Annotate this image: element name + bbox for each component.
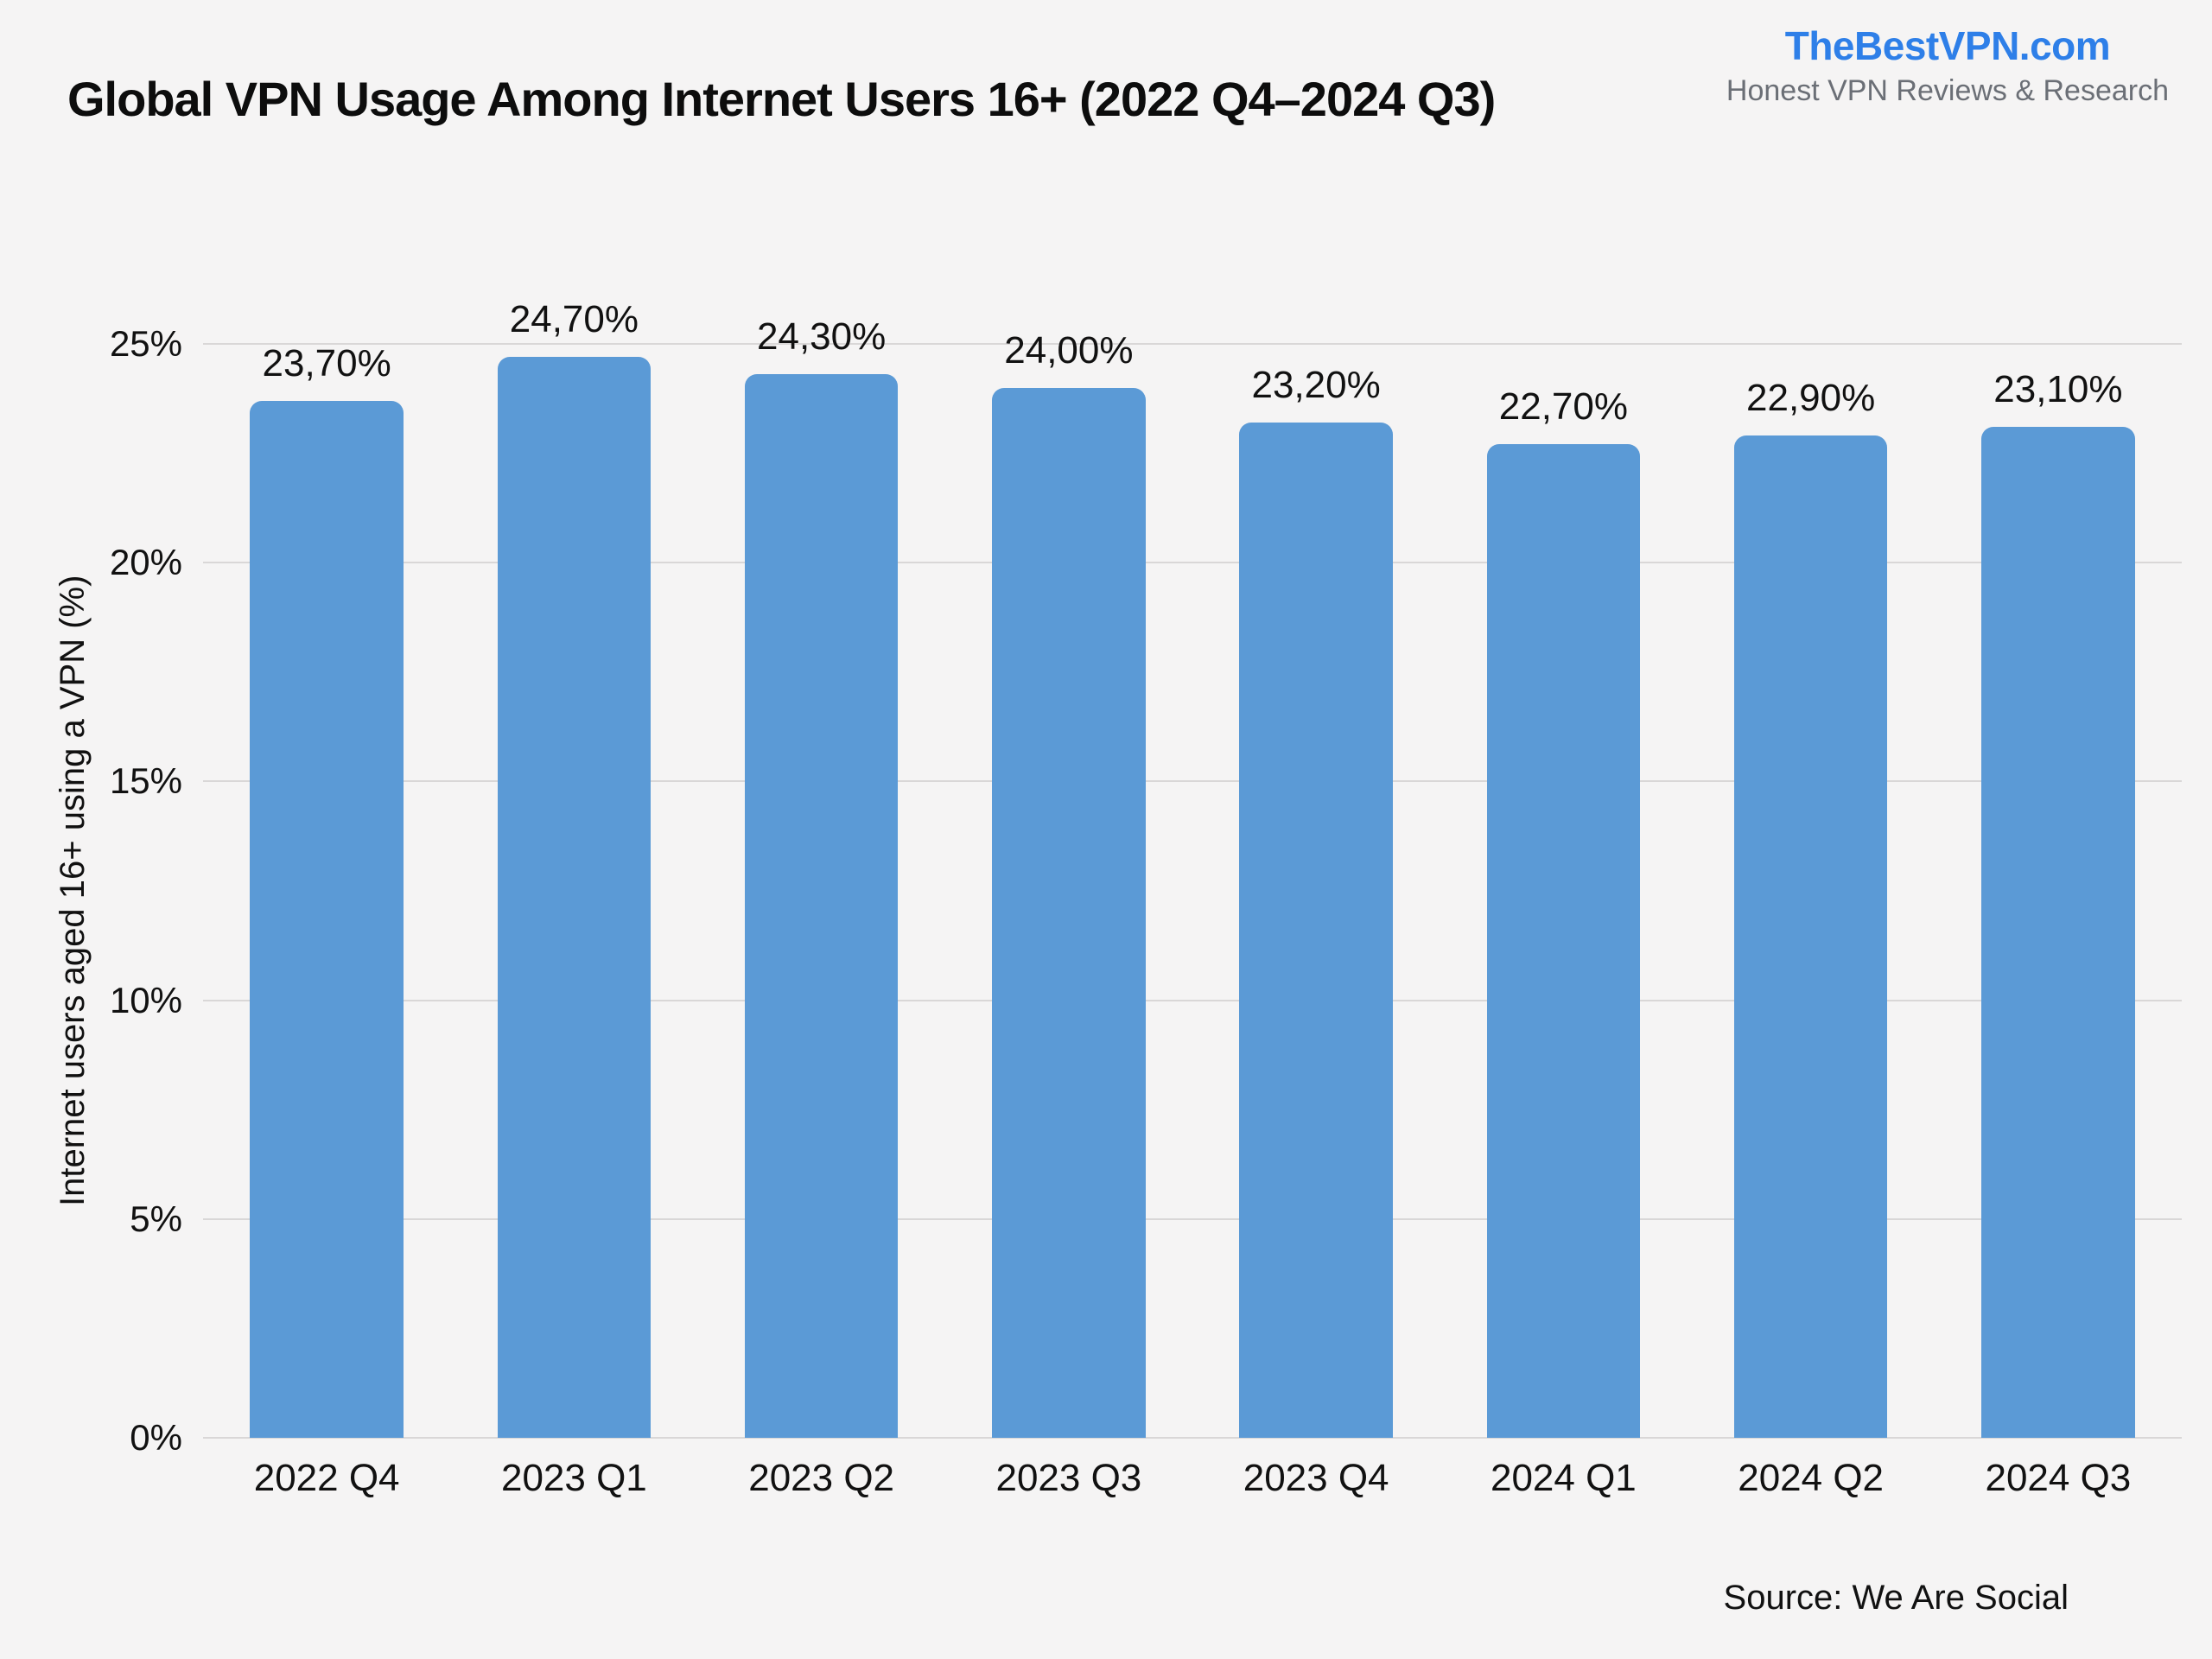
bar-2024 Q3 <box>1981 427 2135 1438</box>
bar-2023 Q4 <box>1239 423 1393 1438</box>
source-note: Source: We Are Social <box>1723 1579 2069 1617</box>
bar-2023 Q1 <box>497 357 652 1438</box>
bar-2023 Q2 <box>744 374 899 1438</box>
x-tick-2023 Q2: 2023 Q2 <box>748 1457 895 1499</box>
bar-value-label-2024 Q3: 23,10% <box>1993 368 2123 411</box>
bar-value-label-2023 Q4: 23,20% <box>1251 364 1381 407</box>
x-tick-2023 Q4: 2023 Q4 <box>1243 1457 1389 1499</box>
bar-value-label-2022 Q4: 23,70% <box>262 341 391 385</box>
bar-slot-2022 Q4: 23,70% <box>203 341 450 1438</box>
bar-value-label-2023 Q2: 24,30% <box>757 315 887 359</box>
gridline-25% <box>203 343 2182 345</box>
x-tick-2024 Q3: 2024 Q3 <box>1985 1457 2132 1499</box>
gridline-15% <box>203 780 2182 783</box>
bar-slot-2023 Q2: 24,30% <box>698 315 945 1438</box>
bar-2022 Q4 <box>250 400 404 1438</box>
y-axis-title: Internet users aged 16+ using a VPN (%) <box>54 575 92 1207</box>
bar-value-label-2024 Q1: 22,70% <box>1498 385 1628 429</box>
bar-slot-2023 Q3: 24,00% <box>945 329 1192 1438</box>
bar-slot-2024 Q1: 22,70% <box>1440 344 1687 1438</box>
bar-slot-2024 Q3: 23,10% <box>1935 344 2182 1438</box>
bar-slot-2024 Q2: 22,90% <box>1688 344 1935 1438</box>
x-tick-2023 Q1: 2023 Q1 <box>500 1457 647 1499</box>
x-axis-labels: 2022 Q4 2023 Q1 2023 Q2 2023 Q3 2023 Q4 2024 … <box>203 1457 2182 1500</box>
plot-area: 23,70% 24,70% 24,30% 24,00% 23,20% 22,70% 22,9… <box>110 298 2182 1456</box>
bar-value-label-2023 Q1: 24,70% <box>509 298 639 341</box>
x-tick-2024 Q1: 2024 Q1 <box>1490 1457 1637 1499</box>
bar-2023 Q3 <box>992 387 1146 1438</box>
gridline-5% <box>203 1217 2182 1220</box>
bar-value-label-2024 Q2: 22,90% <box>1746 377 1876 420</box>
x-tick-2022 Q4: 2022 Q4 <box>253 1457 400 1499</box>
brand-tagline: Honest VPN Reviews & Research <box>1726 74 2169 107</box>
bar-slot-2023 Q1: 24,70% <box>450 298 697 1438</box>
gridline-10% <box>203 999 2182 1001</box>
chart-title: Global VPN Usage Among Internet Users 16… <box>67 72 1496 126</box>
gridline-20% <box>203 562 2182 564</box>
x-tick-2023 Q3: 2023 Q3 <box>995 1457 1142 1499</box>
bar-value-label-2023 Q3: 24,00% <box>1004 328 1134 372</box>
bar-2024 Q1 <box>1486 444 1641 1438</box>
bar-series: 23,70% 24,70% 24,30% 24,00% 23,20% 22,70% 22,9… <box>203 298 2182 1438</box>
gridline-0% <box>203 1437 2182 1439</box>
bar-2024 Q2 <box>1733 435 1888 1438</box>
brand-logo: TheBestVPN.com Honest VPN Reviews & Rese… <box>1726 22 2169 108</box>
bar-slot-2023 Q4: 23,20% <box>1192 344 1440 1438</box>
x-tick-2024 Q2: 2024 Q2 <box>1738 1457 1885 1499</box>
brand-name-link[interactable]: TheBestVPN.com <box>1784 23 2111 68</box>
